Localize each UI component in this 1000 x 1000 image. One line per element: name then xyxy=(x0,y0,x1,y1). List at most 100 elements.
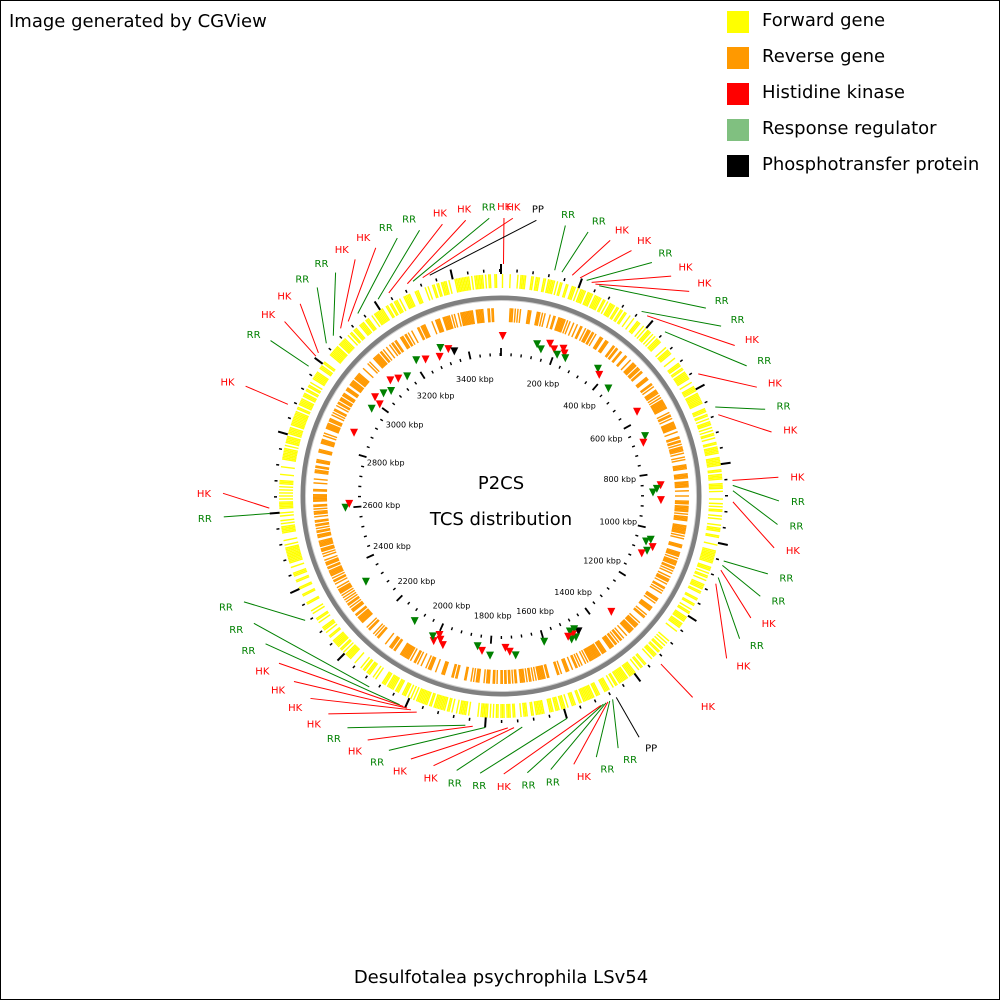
forward-gene xyxy=(336,635,348,647)
reverse-gene xyxy=(511,669,514,684)
forward-gene xyxy=(643,646,655,658)
hk-label: HK xyxy=(497,202,512,213)
forward-gene xyxy=(626,661,636,674)
forward-gene xyxy=(415,688,423,702)
forward-gene xyxy=(455,278,460,293)
forward-gene xyxy=(333,349,345,360)
forward-gene xyxy=(598,299,606,313)
reverse-gene xyxy=(550,315,557,330)
reverse-gene xyxy=(315,525,330,530)
reverse-gene xyxy=(368,619,380,631)
pp-label: PP xyxy=(645,744,657,755)
reverse-gene xyxy=(511,308,514,323)
hk-marker xyxy=(501,643,510,652)
inner-tick xyxy=(530,356,533,360)
forward-gene xyxy=(706,527,721,531)
reverse-gene xyxy=(346,595,360,605)
reverse-gene xyxy=(376,626,387,638)
inner-tick xyxy=(432,618,435,623)
forward-gene xyxy=(421,690,428,704)
forward-gene xyxy=(458,700,463,715)
forward-gene xyxy=(677,377,690,387)
hk-callout-line xyxy=(406,219,467,285)
rr-callout-line xyxy=(664,331,747,367)
pp-marker xyxy=(574,627,583,636)
forward-gene xyxy=(390,676,399,690)
forward-gene xyxy=(312,605,325,615)
rr-marker xyxy=(361,577,370,586)
hk-label: HK xyxy=(768,378,783,389)
forward-gene xyxy=(704,450,719,455)
tick-label: 1000 kbp xyxy=(599,517,637,526)
forward-gene xyxy=(706,464,721,468)
reverse-gene xyxy=(562,320,569,334)
forward-gene xyxy=(489,703,492,718)
forward-gene xyxy=(403,682,411,696)
forward-gene xyxy=(313,376,326,386)
rr-label: RR xyxy=(315,259,329,270)
reverse-gene xyxy=(327,562,341,570)
forward-gene xyxy=(410,685,418,700)
tick-label: 3400 kbp xyxy=(456,375,494,384)
reverse-gene xyxy=(390,637,401,650)
hk-callout-line xyxy=(422,217,514,279)
reverse-gene xyxy=(362,367,374,379)
forward-gene xyxy=(344,337,355,349)
forward-gene xyxy=(575,689,582,704)
reverse-gene xyxy=(645,591,658,601)
forward-gene xyxy=(574,690,581,704)
reverse-gene xyxy=(575,326,583,340)
reverse-gene xyxy=(674,502,689,505)
rr-marker xyxy=(403,372,412,381)
outer-tick xyxy=(392,692,395,696)
rr-label: RR xyxy=(327,734,341,745)
reverse-gene xyxy=(636,378,649,389)
reverse-gene xyxy=(671,529,686,534)
reverse-gene xyxy=(356,374,369,385)
outer-tick xyxy=(715,431,719,434)
rr-label: RR xyxy=(715,296,729,307)
reverse-gene xyxy=(485,669,489,684)
forward-gene xyxy=(342,642,354,653)
outer-tick xyxy=(329,642,333,646)
forward-gene xyxy=(461,277,466,292)
hk-callout-line xyxy=(732,476,779,481)
forward-gene xyxy=(673,610,687,620)
forward-gene xyxy=(588,294,597,309)
forward-gene xyxy=(280,465,295,470)
reverse-gene xyxy=(644,389,657,399)
reverse-gene xyxy=(626,615,638,627)
forward-gene xyxy=(483,703,486,718)
forward-gene xyxy=(692,409,706,417)
forward-gene xyxy=(591,296,599,310)
reverse-gene xyxy=(315,523,330,527)
outer-tick xyxy=(720,461,731,466)
forward-gene xyxy=(424,691,431,705)
forward-gene xyxy=(367,317,377,330)
outer-tick xyxy=(710,415,714,419)
forward-gene xyxy=(708,486,723,488)
forward-gene xyxy=(651,638,663,650)
rr-label: RR xyxy=(241,646,255,657)
forward-gene xyxy=(430,693,437,707)
inner-tick xyxy=(612,409,616,413)
reverse-gene xyxy=(667,439,681,446)
reverse-gene xyxy=(673,515,688,519)
forward-gene xyxy=(428,692,435,707)
reverse-gene xyxy=(338,583,352,592)
reverse-gene xyxy=(537,665,543,680)
rr-callout-line xyxy=(347,724,466,729)
reverse-gene xyxy=(321,546,335,553)
tcs-callouts: HKRRRRHKHKRRHKHKRRRRHKRRHKRRHKHKRRRRHKRR… xyxy=(197,202,805,793)
reverse-gene xyxy=(665,550,680,557)
genome-backbone xyxy=(300,295,702,697)
reverse-gene xyxy=(518,668,522,684)
outer-tick xyxy=(309,373,313,377)
reverse-gene xyxy=(644,592,658,602)
reverse-gene xyxy=(466,310,471,325)
reverse-gene xyxy=(674,505,689,508)
forward-gene xyxy=(699,555,714,561)
outer-tick xyxy=(647,664,651,668)
outer-tick xyxy=(404,697,411,708)
reverse-gene xyxy=(359,610,371,621)
